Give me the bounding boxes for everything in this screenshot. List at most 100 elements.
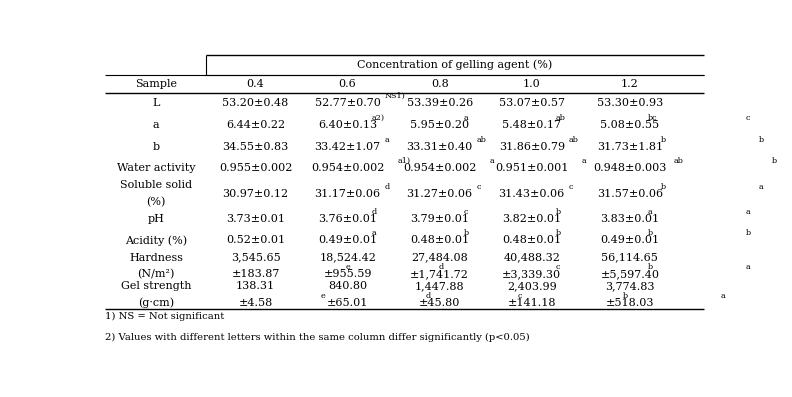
Text: b: b <box>648 263 653 271</box>
Text: a: a <box>648 208 653 216</box>
Text: a: a <box>371 229 376 237</box>
Text: ±65.01: ±65.01 <box>327 298 368 308</box>
Text: 5.48±0.17: 5.48±0.17 <box>502 120 562 130</box>
Text: b: b <box>746 229 751 237</box>
Text: (N/m²): (N/m²) <box>137 269 175 279</box>
Text: 33.42±1.07: 33.42±1.07 <box>314 142 381 152</box>
Text: 31.57±0.06: 31.57±0.06 <box>597 189 663 198</box>
Text: Sample: Sample <box>135 79 177 89</box>
Text: b: b <box>623 292 627 300</box>
Text: d: d <box>438 263 444 271</box>
Text: 53.20±0.48: 53.20±0.48 <box>223 98 288 108</box>
Text: 53.39±0.26: 53.39±0.26 <box>406 98 473 108</box>
Text: 31.43±0.06: 31.43±0.06 <box>499 189 565 198</box>
Text: L: L <box>152 98 160 108</box>
Text: (g·cm): (g·cm) <box>138 297 174 308</box>
Text: 31.27±0.06: 31.27±0.06 <box>406 189 473 198</box>
Text: 40,488.32: 40,488.32 <box>503 252 560 263</box>
Text: ±1,741.72: ±1,741.72 <box>410 269 469 279</box>
Text: 1,447.88: 1,447.88 <box>415 281 464 291</box>
Text: 0.48±0.01: 0.48±0.01 <box>502 235 562 245</box>
Text: 3.73±0.01: 3.73±0.01 <box>226 214 285 224</box>
Text: 53.07±0.57: 53.07±0.57 <box>499 98 565 108</box>
Text: 0.954±0.002: 0.954±0.002 <box>311 163 384 173</box>
Text: ab: ab <box>569 136 578 144</box>
Text: 33.42±1.07: 33.42±1.07 <box>314 142 381 152</box>
Text: 1.0: 1.0 <box>523 79 541 89</box>
Text: a: a <box>581 157 586 165</box>
Text: c: c <box>556 263 560 271</box>
Text: 3.83±0.01: 3.83±0.01 <box>600 214 660 224</box>
Text: 0.948±0.003: 0.948±0.003 <box>593 163 667 173</box>
Text: a: a <box>746 208 751 216</box>
Text: 0.52±0.01: 0.52±0.01 <box>226 235 285 245</box>
Text: 3.79±0.01: 3.79±0.01 <box>410 214 469 224</box>
Text: ±955.59: ±955.59 <box>323 269 371 279</box>
Text: 31.27±0.06: 31.27±0.06 <box>406 189 473 198</box>
Text: c: c <box>464 208 468 216</box>
Text: ±3,339.30: ±3,339.30 <box>502 269 562 279</box>
Text: pH: pH <box>147 214 165 224</box>
Text: 0.49±0.01: 0.49±0.01 <box>318 235 377 245</box>
Text: 34.55±0.83: 34.55±0.83 <box>223 142 288 152</box>
Text: 18,524.42: 18,524.42 <box>319 252 376 263</box>
Text: bc: bc <box>648 114 657 122</box>
Text: a1): a1) <box>397 157 410 165</box>
Text: 3.82±0.01: 3.82±0.01 <box>502 214 562 224</box>
Text: b: b <box>771 157 777 165</box>
Text: 5.08±0.55: 5.08±0.55 <box>600 120 660 130</box>
Text: d: d <box>425 292 431 300</box>
Text: 0.4: 0.4 <box>246 79 265 89</box>
Text: 0.951±0.001: 0.951±0.001 <box>495 163 569 173</box>
Text: 31.73±1.81: 31.73±1.81 <box>597 142 663 152</box>
Text: a: a <box>464 114 469 122</box>
Text: 0.951±0.001: 0.951±0.001 <box>495 163 569 173</box>
Text: 31.57±0.06: 31.57±0.06 <box>597 189 663 198</box>
Text: c: c <box>477 183 481 191</box>
Text: 0.955±0.002: 0.955±0.002 <box>219 163 292 173</box>
Text: a: a <box>721 292 725 300</box>
Text: a2): a2) <box>371 114 385 122</box>
Text: Acidity (%): Acidity (%) <box>125 235 187 246</box>
Text: 6.44±0.22: 6.44±0.22 <box>226 120 285 130</box>
Text: 6.40±0.13: 6.40±0.13 <box>318 120 377 130</box>
Text: d: d <box>371 208 377 216</box>
Text: 33.31±0.40: 33.31±0.40 <box>406 142 473 152</box>
Text: ±141.18: ±141.18 <box>508 298 556 308</box>
Text: Water activity: Water activity <box>117 163 196 173</box>
Text: b: b <box>759 136 764 144</box>
Text: 0.48±0.01: 0.48±0.01 <box>410 235 469 245</box>
Text: 0.8: 0.8 <box>431 79 448 89</box>
Text: 0.954±0.002: 0.954±0.002 <box>403 163 476 173</box>
Text: 0.49±0.01: 0.49±0.01 <box>318 235 377 245</box>
Text: ±5,597.40: ±5,597.40 <box>600 269 660 279</box>
Text: 5.95±0.20: 5.95±0.20 <box>410 120 469 130</box>
Text: ±45.80: ±45.80 <box>419 298 460 308</box>
Text: b: b <box>648 229 653 237</box>
Text: 0.49±0.01: 0.49±0.01 <box>600 235 660 245</box>
Text: 2,403.99: 2,403.99 <box>507 281 557 291</box>
Text: 3.79±0.01: 3.79±0.01 <box>410 214 469 224</box>
Text: a: a <box>384 136 389 144</box>
Text: ±518.03: ±518.03 <box>606 298 654 308</box>
Text: 5.95±0.20: 5.95±0.20 <box>410 120 469 130</box>
Text: 30.97±0.12: 30.97±0.12 <box>223 189 288 198</box>
Text: 3.73±0.01: 3.73±0.01 <box>226 214 285 224</box>
Text: b: b <box>661 136 666 144</box>
Text: 0.48±0.01: 0.48±0.01 <box>410 235 469 245</box>
Text: 3.76±0.01: 3.76±0.01 <box>318 214 377 224</box>
Text: e: e <box>346 263 351 271</box>
Text: b: b <box>153 142 160 152</box>
Text: Hardness: Hardness <box>129 252 183 263</box>
Text: 3,774.83: 3,774.83 <box>605 281 655 291</box>
Text: 30.97±0.12: 30.97±0.12 <box>223 189 288 198</box>
Text: 0.948±0.003: 0.948±0.003 <box>593 163 667 173</box>
Text: 31.17±0.06: 31.17±0.06 <box>314 189 381 198</box>
Text: Concentration of gelling agent (%): Concentration of gelling agent (%) <box>357 60 553 70</box>
Text: d: d <box>384 183 390 191</box>
Text: 3,545.65: 3,545.65 <box>230 252 280 263</box>
Text: NS1): NS1) <box>384 93 406 100</box>
Text: 6.40±0.13: 6.40±0.13 <box>318 120 377 130</box>
Text: 56,114.65: 56,114.65 <box>601 252 658 263</box>
Text: ab: ab <box>477 136 486 144</box>
